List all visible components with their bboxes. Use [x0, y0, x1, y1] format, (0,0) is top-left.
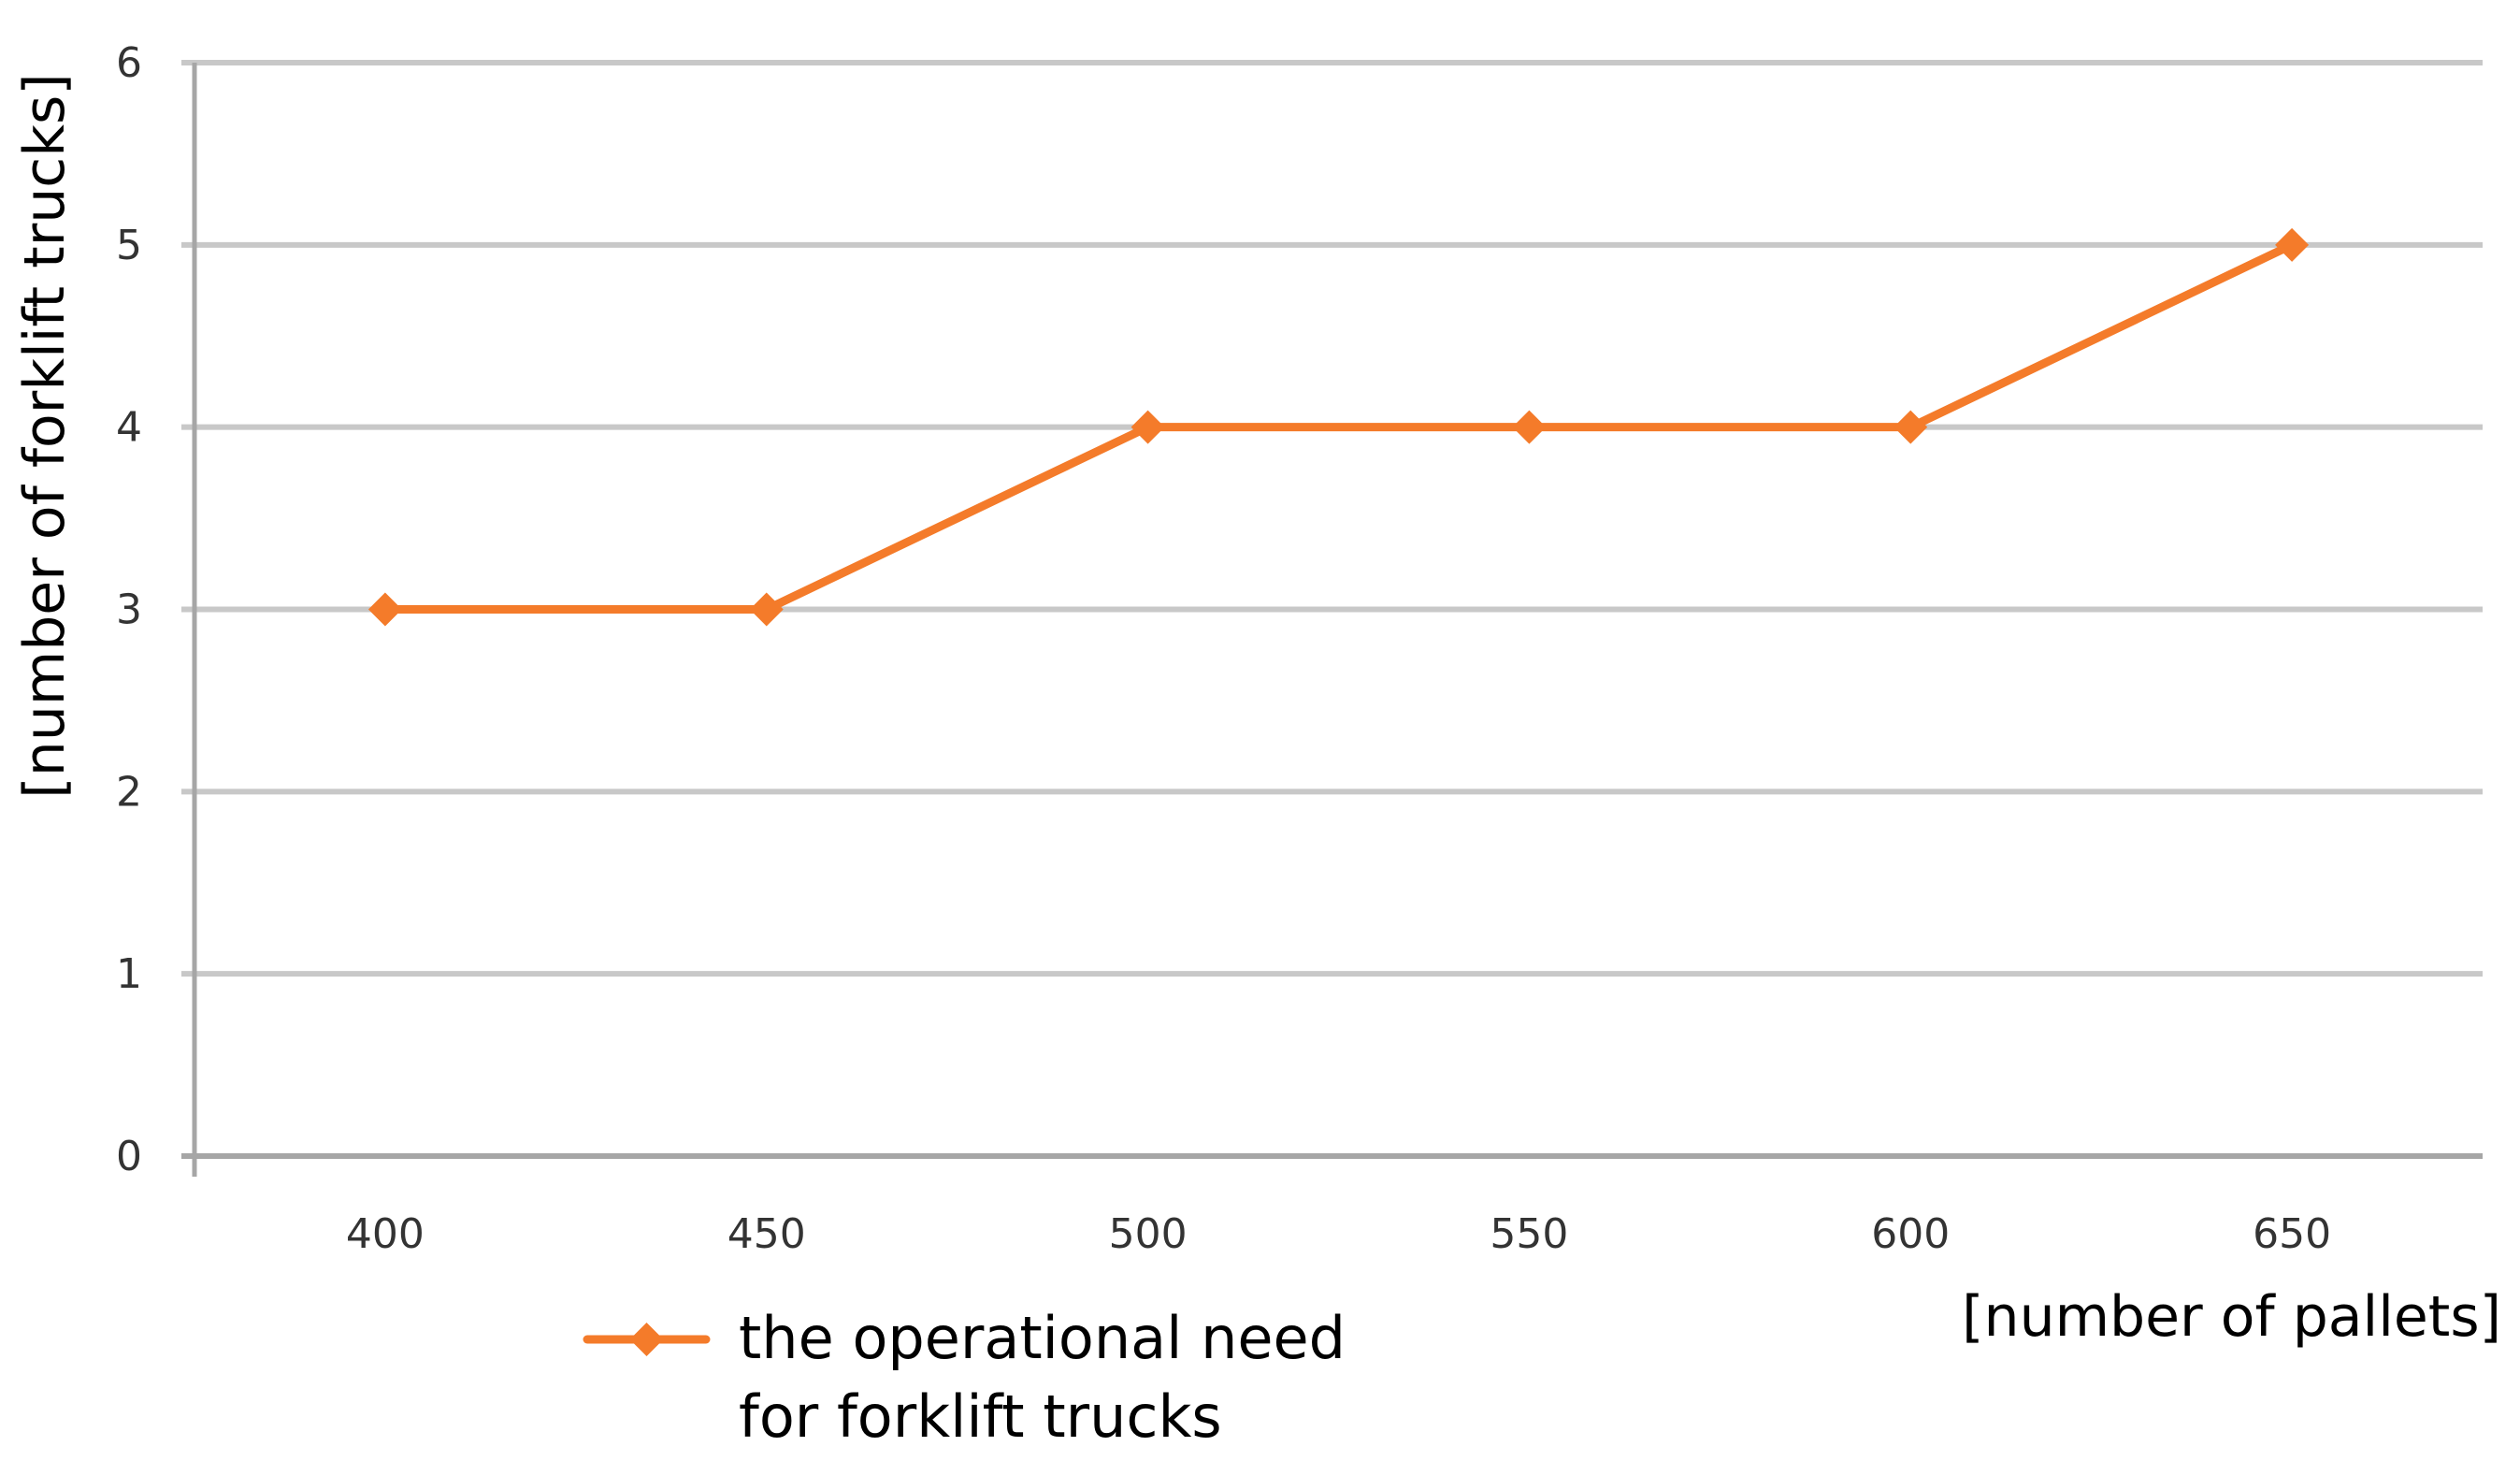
data-point-500 [1130, 410, 1165, 444]
legend-swatch [583, 1323, 711, 1356]
legend-swatch-marker [629, 1323, 664, 1356]
y-tick-label-4: 4 [116, 404, 142, 452]
data-point-400 [367, 592, 402, 627]
y-tick-label-1: 1 [116, 950, 142, 998]
x-tick-label-600: 600 [1871, 1210, 1950, 1258]
series-line-0 [381, 240, 2297, 614]
x-tick-label-550: 550 [1490, 1210, 1568, 1258]
y-tick-label-3: 3 [116, 586, 142, 634]
y-tick-labels: 0 1 2 3 4 5 6 [116, 39, 142, 1180]
y-tick-label-0: 0 [116, 1133, 142, 1180]
x-tick-label-400: 400 [346, 1210, 425, 1258]
y-tick-label-2: 2 [116, 768, 142, 816]
legend: the operational need for forklift trucks [583, 1304, 1346, 1451]
series [367, 227, 2310, 627]
data-point-450 [749, 592, 784, 627]
x-tick-label-500: 500 [1109, 1210, 1188, 1258]
y-tick-label-6: 6 [116, 39, 142, 87]
x-tick-labels: 400 450 500 550 600 650 [346, 1210, 2331, 1258]
y-axis-label: [number of forklift trucks] [12, 73, 78, 798]
data-point-600 [1894, 410, 1928, 444]
x-axis-label: [number of pallets] [1962, 1284, 2501, 1350]
y-tick-label-5: 5 [116, 222, 142, 269]
legend-label-line-1: the operational need [739, 1304, 1346, 1372]
legend-label-line-2: for forklift trucks [739, 1382, 1222, 1451]
x-tick-label-450: 450 [727, 1210, 806, 1258]
data-point-550 [1512, 410, 1547, 444]
x-tick-label-650: 650 [2253, 1210, 2331, 1258]
data-point-650 [2275, 227, 2310, 262]
